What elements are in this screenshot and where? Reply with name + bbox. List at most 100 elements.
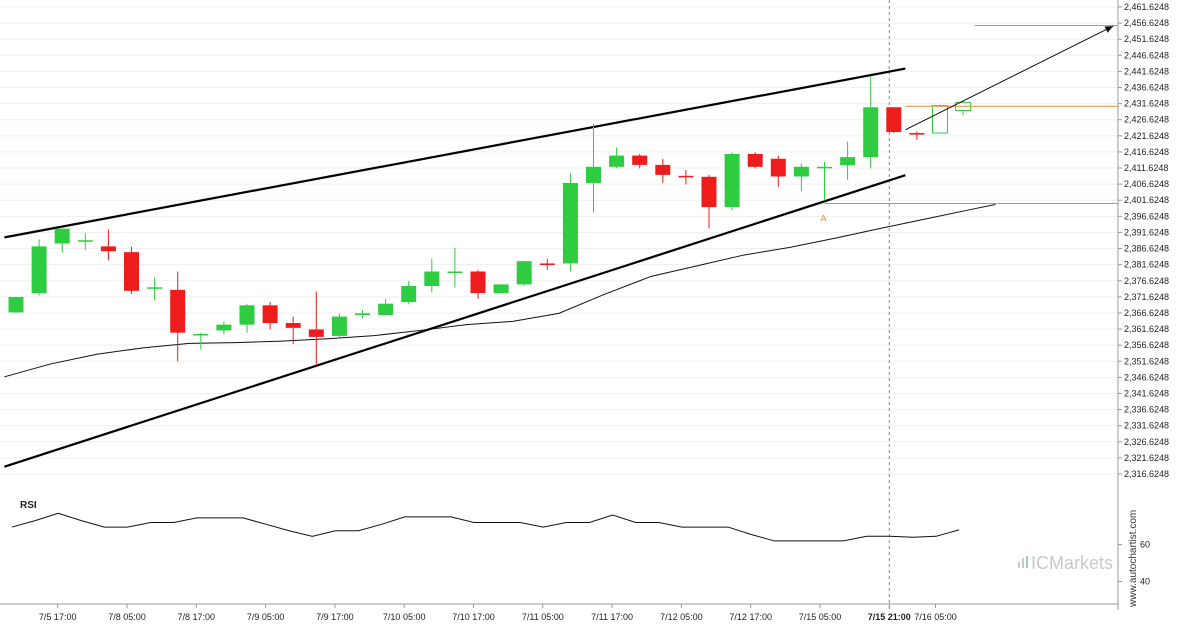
time-tick-label: 7/9 05:00 [247, 612, 285, 622]
logo-bar-icon [1018, 562, 1020, 568]
price-tick-label: 2,371.6248 [1124, 292, 1169, 302]
candle-body [701, 176, 717, 208]
trend-line [4, 67, 906, 239]
candle-body [609, 155, 625, 167]
candle-body [170, 289, 186, 333]
price-tick-label: 2,346.6248 [1124, 372, 1169, 382]
logo-bar-icon [1022, 558, 1024, 568]
time-tick-label: 7/8 05:00 [108, 612, 146, 622]
candle-body [331, 316, 347, 336]
candle-body [747, 153, 763, 167]
price-tick-label: 2,366.6248 [1124, 308, 1169, 318]
moving-average-line [4, 204, 996, 378]
candle-body [770, 158, 786, 177]
price-tick-label: 2,326.6248 [1124, 437, 1169, 447]
rsi-line [11, 512, 960, 542]
candle-body [678, 175, 694, 178]
price-tick-label: 2,356.6248 [1124, 340, 1169, 350]
brand-logo: ICMarkets [1018, 553, 1113, 573]
price-tick-label: 2,316.6248 [1124, 469, 1169, 479]
price-tick-label: 2,436.6248 [1124, 83, 1169, 93]
candle-body [539, 263, 555, 266]
price-tick-label: 2,391.6248 [1124, 227, 1169, 237]
candle-body [100, 246, 116, 252]
candle-body [493, 284, 509, 294]
price-tick-label: 2,426.6248 [1124, 115, 1169, 125]
annotation-label: A [821, 213, 827, 223]
price-tick-label: 2,376.6248 [1124, 276, 1169, 286]
candle-body [355, 313, 370, 315]
candle-body [193, 333, 209, 336]
time-tick-label: 7/15 05:00 [799, 612, 842, 622]
candle-body [54, 228, 70, 244]
candle-body [8, 296, 24, 313]
candle-body [586, 166, 601, 183]
candle-body [562, 182, 578, 264]
price-tick-label: 2,386.6248 [1124, 244, 1169, 254]
price-tick-label: 2,331.6248 [1124, 421, 1169, 431]
time-tick-label: 7/10 05:00 [383, 612, 426, 622]
price-tick-label: 2,441.6248 [1124, 66, 1169, 76]
candle-body [401, 285, 417, 303]
horizontal-levels [824, 24, 1118, 205]
price-tick-label: 2,321.6248 [1124, 453, 1169, 463]
price-tick-label: 2,461.6248 [1124, 2, 1169, 12]
time-tick-label: 7/15 21:00 [868, 612, 911, 622]
price-tick-label: 2,381.6248 [1124, 260, 1169, 270]
candle-body [308, 329, 324, 337]
watermark: www.autochartist.com [1128, 510, 1139, 608]
brand-text: ICMarkets [1031, 553, 1113, 573]
candle-body [793, 166, 809, 177]
price-tick-label: 2,451.6248 [1124, 34, 1169, 44]
candle-body [262, 305, 278, 324]
rsi-panel: RSI [11, 500, 960, 542]
trend-line [4, 174, 906, 468]
price-tick-label: 2,336.6248 [1124, 405, 1169, 415]
price-axis: 2,461.6248 2,456.6248 2,451.6248 2,446.6248… [1117, 0, 1169, 610]
candle-body [863, 107, 879, 158]
time-tick-label: 7/8 17:00 [178, 612, 216, 622]
time-tick-label: 7/9 17:00 [316, 612, 354, 622]
candle-body [724, 153, 740, 208]
candle-body [285, 323, 301, 328]
rsi-tick-label: 40 [1140, 577, 1150, 587]
time-tick-label: 7/10 17:00 [452, 612, 495, 622]
candle-body [447, 271, 463, 273]
candle-body [124, 252, 139, 291]
candle-body [378, 303, 394, 315]
price-tick-label: 2,421.6248 [1124, 131, 1169, 141]
candle-body [840, 157, 856, 166]
candle-body [817, 166, 832, 169]
price-tick-label: 2,446.6248 [1124, 50, 1169, 60]
time-tick-label: 7/12 05:00 [660, 612, 703, 622]
time-tick-label: 7/11 17:00 [591, 612, 633, 622]
candles [8, 76, 972, 365]
price-tick-label: 2,361.6248 [1124, 324, 1169, 334]
trend-lines [4, 67, 906, 468]
candle-body [239, 305, 255, 325]
candle-body [77, 240, 93, 242]
candle-body [216, 324, 232, 331]
logo-bar-icon [1026, 556, 1028, 568]
candle-body [632, 155, 648, 165]
candle-body [909, 133, 925, 135]
time-tick-label: 7/11 05:00 [522, 612, 564, 622]
price-tick-label: 2,351.6248 [1124, 356, 1169, 366]
time-tick-label: 7/16 05:00 [914, 612, 957, 622]
rsi-tick-label: 60 [1140, 540, 1150, 550]
price-tick-label: 2,411.6248 [1124, 163, 1168, 173]
price-tick-label: 2,406.6248 [1124, 179, 1169, 189]
candle-body [932, 105, 948, 134]
time-tick-label: 7/12 17:00 [729, 612, 772, 622]
grid [0, 0, 1118, 610]
arrowhead-icon [1104, 26, 1114, 33]
projection-arrow-line [905, 25, 1114, 131]
time-axis: 7/5 17:00 7/8 05:00 7/8 17:00 7/9 05:00 7/9 … [0, 603, 1118, 622]
rsi-label: RSI [20, 500, 37, 511]
candle-body [31, 246, 47, 294]
candle-body [424, 271, 440, 286]
candle-body [886, 107, 902, 133]
price-tick-label: 2,341.6248 [1124, 388, 1169, 398]
